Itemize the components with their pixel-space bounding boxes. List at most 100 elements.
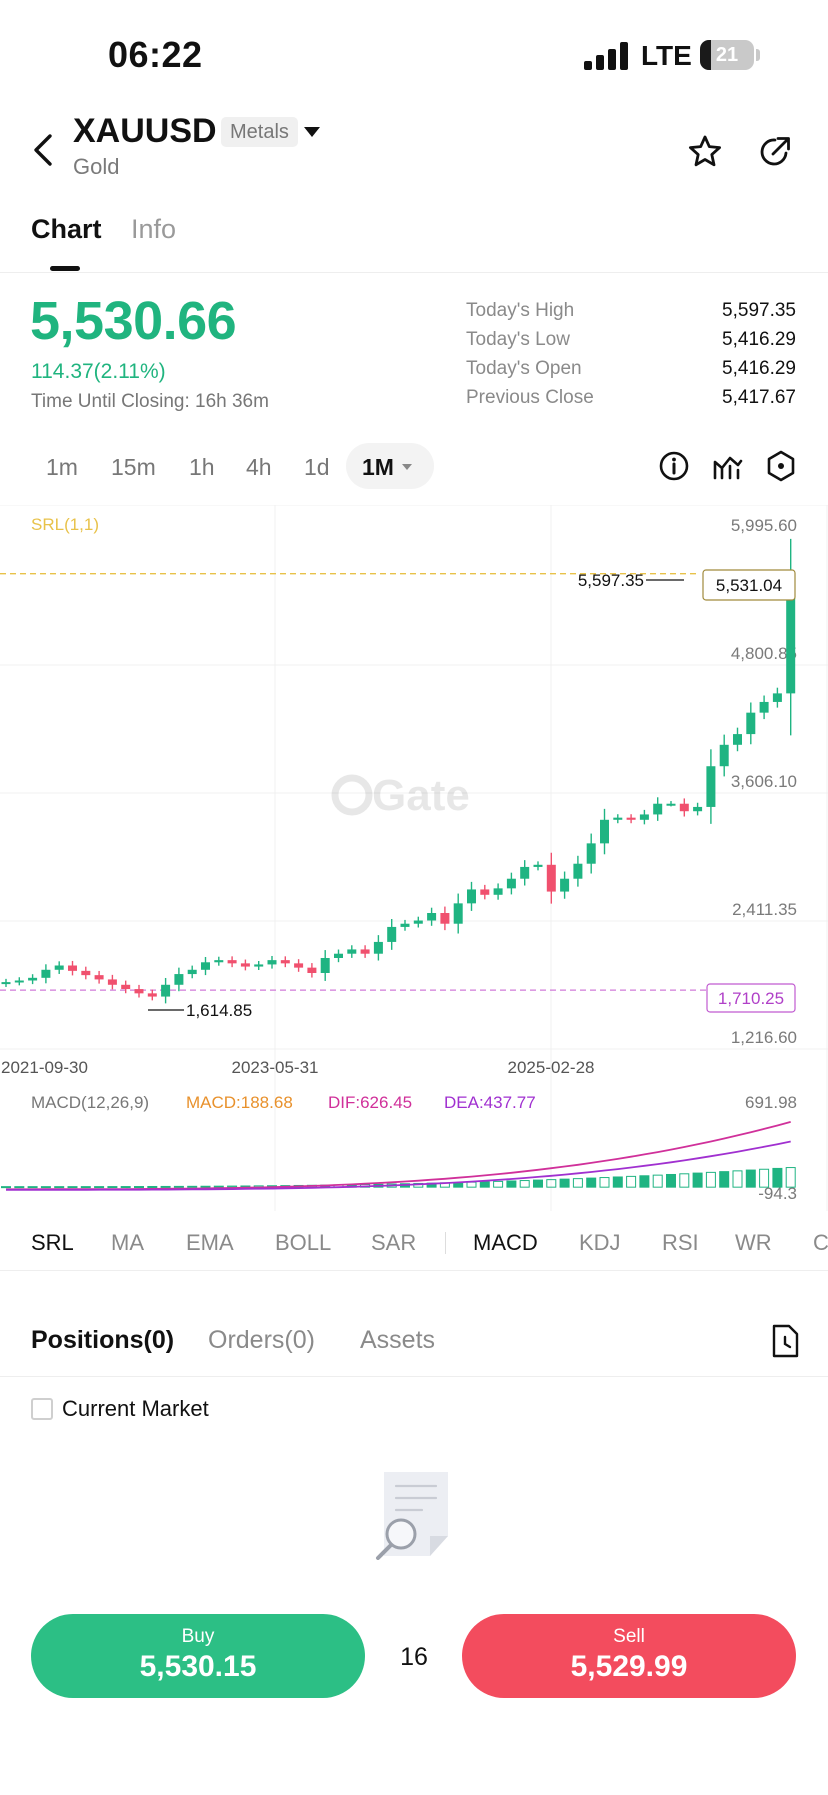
macd-histogram-bar [546,1179,557,1188]
candle-body [626,817,636,820]
symbol-title[interactable]: XAUUSD [73,112,217,150]
candle-body [653,803,663,815]
candle-body [520,866,530,879]
candle-body [666,803,676,806]
chart-settings-button[interactable] [763,448,799,484]
interval-1m[interactable]: 1m [46,454,78,480]
interval-active[interactable]: 1M [362,454,394,480]
status-bar: 06:22 LTE 21 [0,0,828,110]
dif-value: DIF:626.45 [328,1093,412,1112]
macd-histogram-bar [493,1180,504,1188]
macd-histogram-bar [772,1167,783,1188]
date-axis-label: 2025-02-28 [508,1058,595,1077]
indicator-tab-rsi[interactable]: RSI [662,1230,699,1255]
candle-body [347,949,357,954]
candle-body [214,960,224,963]
interval-1h[interactable]: 1h [189,454,215,480]
caret-down-icon [304,127,320,137]
macd-histogram-bar [40,1186,51,1189]
interval-15m[interactable]: 15m [111,454,156,480]
candle-body [227,960,237,964]
settings-hexagon-icon [767,450,795,482]
stat-low-value: 5,416.29 [722,329,796,350]
macd-histogram-bar [692,1172,703,1188]
chart-info-button[interactable] [656,448,692,484]
current-price-tag [702,569,796,601]
indicator-separator [445,1232,446,1254]
candle-body [94,975,104,980]
history-document-icon [772,1324,799,1358]
tab-info[interactable]: Info [131,214,177,244]
indicator-tab-more[interactable]: C [813,1230,828,1255]
candle-body [280,960,290,964]
indicator-settings-button[interactable] [710,448,746,484]
tab-positions[interactable]: Positions(0) [31,1326,175,1354]
macd-histogram-bar [200,1185,211,1188]
macd-histogram-bar [705,1171,716,1188]
candle-body [54,965,64,970]
macd-value: MACD:188.68 [186,1093,293,1112]
price-axis-label: 1,216.60 [731,1028,797,1047]
order-history-button[interactable] [768,1323,802,1359]
macd-histogram-bar [652,1174,663,1188]
spread-value: 16 [400,1643,428,1671]
price-change: 114.37(2.11%) [31,360,166,383]
macd-histogram-bar [120,1186,131,1189]
empty-document-search-icon [376,1472,448,1560]
macd-histogram-bar [54,1186,65,1189]
price-chart[interactable]: Gate SRL(1,1) 5,995.60 4,800.85 3,606.10… [0,505,828,1215]
indicator-tab-boll[interactable]: BOLL [275,1230,332,1255]
current-market-label[interactable]: Current Market [62,1396,209,1421]
divider [0,272,828,273]
indicator-tab-wr[interactable]: WR [735,1230,772,1255]
candle-body [679,803,689,812]
tab-orders[interactable]: Orders(0) [208,1326,315,1354]
candlestick-series [1,538,796,1004]
stat-low-label: Today's Low [466,329,570,350]
candle-body [387,926,397,942]
star-icon [689,135,721,167]
candle-body [147,993,157,997]
buy-label: Buy [181,1626,215,1647]
share-icon [760,137,790,166]
indicator-tab-ema[interactable]: EMA [186,1230,234,1255]
macd-histogram-bar [134,1186,144,1189]
macd-histogram-bar [719,1171,730,1188]
candle-body [706,766,716,807]
current-market-checkbox[interactable] [31,1398,53,1420]
tab-assets[interactable]: Assets [360,1326,436,1354]
indicator-tab-srl[interactable]: SRL [31,1230,74,1255]
symbol-dropdown-button[interactable] [300,122,324,142]
back-button[interactable] [26,130,66,170]
interval-4h[interactable]: 4h [246,454,272,480]
macd-histogram-bar [586,1177,597,1188]
candle-body [360,949,370,954]
sell-button[interactable]: Sell 5,529.99 [462,1614,796,1698]
buy-price: 5,530.15 [139,1650,257,1683]
candle-body [600,819,609,844]
macd-histogram-bar [745,1169,756,1188]
candle-body [320,957,330,973]
buy-button[interactable]: Buy 5,530.15 [31,1614,365,1698]
indicator-tab-sar[interactable]: SAR [371,1230,417,1255]
favorite-button[interactable] [686,133,724,171]
share-button[interactable] [756,133,794,171]
current-price: 5,530.66 [30,291,237,351]
current-price-tag-label: 5,531.04 [716,576,782,595]
interval-selector[interactable] [346,443,434,489]
macd-histogram-bar [1,1186,11,1189]
sell-price: 5,529.99 [570,1650,688,1683]
status-time: 06:22 [108,34,203,75]
candle-body [400,923,410,927]
watermark-text: Gate [372,771,470,820]
price-axis-label: 4,800.85 [731,644,797,663]
srl-price-tag [706,983,796,1013]
indicator-tab-kdj[interactable]: KDJ [579,1230,621,1255]
empty-state-illustration [374,1470,454,1560]
interval-1d[interactable]: 1d [304,454,330,480]
sell-label: Sell [613,1626,645,1647]
indicator-tab-ma[interactable]: MA [111,1230,144,1255]
tab-chart[interactable]: Chart [31,214,102,244]
macd-histogram-bar [572,1178,583,1188]
indicator-tab-macd[interactable]: MACD [473,1230,538,1255]
